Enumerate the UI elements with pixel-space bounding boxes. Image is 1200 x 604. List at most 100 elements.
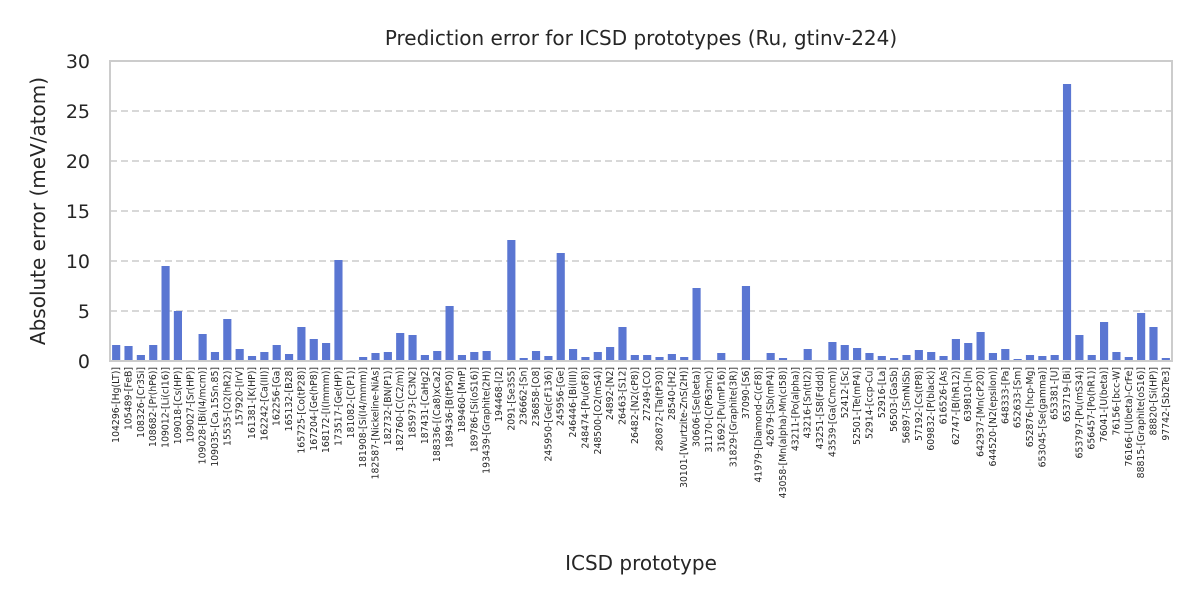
bar	[519, 358, 528, 361]
x-tick-label: 104296-[Hg(LT)]	[111, 367, 122, 443]
x-tick-label: 236662-[Sn]	[519, 367, 530, 425]
x-tick-label: 189786-[Si(oS16)]	[469, 367, 480, 452]
x-tick-label: 652876-[hcp-Mg]	[1025, 367, 1036, 447]
x-tick-label: 236858-[O8]	[531, 367, 542, 426]
bar	[964, 343, 973, 361]
bar	[247, 356, 257, 361]
x-axis-label: ICSD prototype	[565, 551, 717, 575]
x-tick-label: 168172-[I(Immm)]	[321, 367, 332, 453]
bar	[630, 355, 639, 361]
x-tick-label: 37090-[S6]	[741, 367, 752, 419]
bar	[667, 354, 676, 361]
bar	[124, 346, 133, 361]
x-tick-label: 108326-[Cr3Si]	[136, 367, 147, 438]
x-tick-label: 609832-[P(black)]	[926, 367, 937, 451]
x-tick-label: 642937-[Mn(cP20)]	[976, 367, 987, 457]
x-tick-label: 182760-[C(C2/m)]	[395, 367, 406, 451]
x-tick-label: 31170-[C(P63mc)]	[704, 367, 715, 453]
x-tick-label: 43251-[S8(Fddd)]	[815, 367, 826, 449]
bar	[173, 311, 182, 361]
bar	[297, 327, 306, 361]
x-tick-label: 52501-[Te(mP4)]	[852, 367, 863, 445]
x-tick-label: 43211-[Po(alpha)]	[790, 367, 801, 451]
y-tick-label: 15	[66, 201, 90, 223]
y-tick-label: 25	[66, 101, 90, 123]
x-tick-label: 193439-[Graphite(2H)]	[482, 367, 493, 474]
x-tick-label: 56503-[GaSb]	[889, 367, 900, 432]
bar	[655, 357, 664, 361]
x-tick-label: 648333-[Pa]	[1000, 367, 1011, 424]
x-tick-label: 644520-[N2(epsilon)]	[988, 367, 999, 466]
x-tick-label: 26463-[S12]	[617, 367, 628, 425]
bar	[371, 353, 380, 361]
x-tick-label: 52412-[Sc]	[840, 367, 851, 418]
x-tick-label: 188336-[(Ca8)xCa2]	[432, 367, 443, 462]
bar	[840, 345, 849, 361]
bar	[161, 266, 170, 361]
bar	[1161, 358, 1170, 361]
x-tick-label: 182732-[BN(P1)]	[383, 367, 394, 445]
bar	[272, 345, 281, 361]
bar	[951, 339, 960, 361]
y-tick-label: 20	[66, 151, 90, 173]
bar	[396, 333, 405, 361]
x-tick-label: 246446-[Bi(III)]	[568, 367, 579, 438]
bar	[136, 355, 145, 361]
x-tick-label: 26482-[N2(cP8)]	[630, 367, 641, 444]
bar	[939, 356, 948, 361]
bar	[544, 356, 553, 361]
bar	[717, 353, 726, 361]
bar	[828, 342, 837, 361]
y-tick-label: 5	[78, 301, 90, 323]
bar	[383, 352, 392, 361]
bar	[1137, 313, 1146, 361]
chart-title: Prediction error for ICSD prototypes (Ru…	[385, 26, 897, 50]
bar	[593, 352, 602, 361]
x-tick-label: 30606-[Se(beta)]	[692, 367, 703, 447]
x-tick-label: 165132-[B28]	[284, 367, 295, 431]
x-tick-label: 42679-[Sb(mP4)]	[766, 367, 777, 447]
bar	[322, 343, 331, 361]
bar	[1075, 335, 1084, 361]
bar	[420, 355, 429, 361]
x-tick-label: 43539-[Ga(Cmcm)]	[827, 367, 838, 457]
bar	[531, 351, 541, 361]
bar	[877, 356, 886, 361]
x-tick-label: 189460-[MnP]	[457, 367, 468, 433]
bar	[223, 319, 232, 361]
x-tick-label: 31829-[Graphite(3R)]	[729, 367, 740, 467]
bar	[457, 355, 467, 361]
bar	[643, 355, 652, 361]
x-tick-label: 157920-[IrV]	[235, 367, 246, 426]
bar	[309, 339, 318, 361]
x-tick-label: 108682-[Pr(hP6)]	[148, 367, 159, 447]
x-tick-label: 43216-[Sn(tI2)]	[803, 367, 814, 439]
bar	[198, 334, 207, 361]
bar	[334, 260, 343, 361]
bar	[927, 352, 936, 361]
bar	[1124, 357, 1133, 361]
y-tick-label: 10	[66, 251, 90, 273]
bar	[1100, 322, 1109, 361]
x-tick-label: 43058-[Mn(alpha)-Mn(cI58)]	[778, 367, 789, 498]
x-tick-label: 616526-[As]	[939, 367, 950, 424]
bar	[581, 357, 590, 361]
bar	[507, 240, 516, 361]
x-tick-label: 165725-[Co(tP28)]	[296, 367, 307, 454]
x-tick-label: 109035-[Ca.15Sn.85]	[210, 367, 221, 467]
bar	[1050, 355, 1059, 361]
bar	[482, 351, 491, 361]
bar	[112, 345, 121, 361]
bar	[618, 327, 627, 361]
bar	[890, 358, 899, 361]
bar	[556, 253, 565, 361]
bar	[988, 353, 998, 361]
bar	[778, 358, 788, 361]
bar	[803, 349, 812, 361]
x-tick-label: 88820-[Si(HP)]	[1148, 367, 1159, 436]
bar	[914, 350, 923, 361]
x-tick-label: 653045-[Se(gamma)]	[1037, 367, 1048, 467]
x-tick-label: 62747-[B(hR12)]	[951, 367, 962, 445]
bar	[853, 348, 862, 361]
x-tick-label: 76166-[U(beta)-CrFe]	[1124, 367, 1135, 466]
